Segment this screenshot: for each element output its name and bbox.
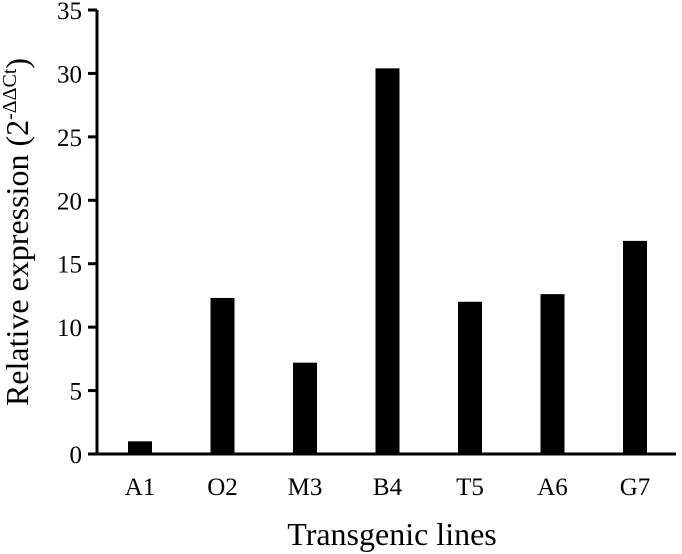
y-tick-label: 15 xyxy=(57,252,82,279)
y-axis-ticks: 0 5 10 15 20 25 30 35 xyxy=(57,0,97,469)
x-tick-label: A6 xyxy=(537,474,568,501)
y-tick-label: 25 xyxy=(57,125,82,152)
x-tick-label: M3 xyxy=(288,474,323,501)
y-tick-label: 10 xyxy=(57,315,82,342)
bar-a6 xyxy=(540,294,565,454)
y-tick-label: 20 xyxy=(57,188,82,215)
bar-b4 xyxy=(375,68,400,455)
y-axis-title: Relative expression (2-ΔΔCt) xyxy=(0,58,35,406)
x-tick-label: O2 xyxy=(207,474,238,501)
x-tick-label: B4 xyxy=(373,474,403,501)
bar-a1 xyxy=(128,441,152,454)
y-tick-label: 5 xyxy=(70,379,83,406)
x-axis-title: Transgenic lines xyxy=(287,516,496,552)
x-tick-label: A1 xyxy=(125,474,156,501)
bar-t5 xyxy=(458,301,482,454)
bar-o2 xyxy=(210,297,235,454)
bars xyxy=(128,68,647,455)
y-axis-title-superscript: -ΔΔCt xyxy=(0,68,21,120)
y-axis-title-main: Relative expression (2 xyxy=(0,120,35,406)
y-tick-label: 30 xyxy=(57,61,82,88)
y-tick-label: 35 xyxy=(57,0,82,25)
y-tick-label: 0 xyxy=(70,442,83,469)
x-tick-label: G7 xyxy=(620,474,651,501)
bar-m3 xyxy=(293,362,317,454)
y-axis-title-close: ) xyxy=(0,58,35,69)
bar-g7 xyxy=(623,240,647,454)
x-axis-ticks: A1 O2 M3 B4 T5 A6 G7 xyxy=(125,474,651,501)
x-tick-label: T5 xyxy=(456,474,484,501)
